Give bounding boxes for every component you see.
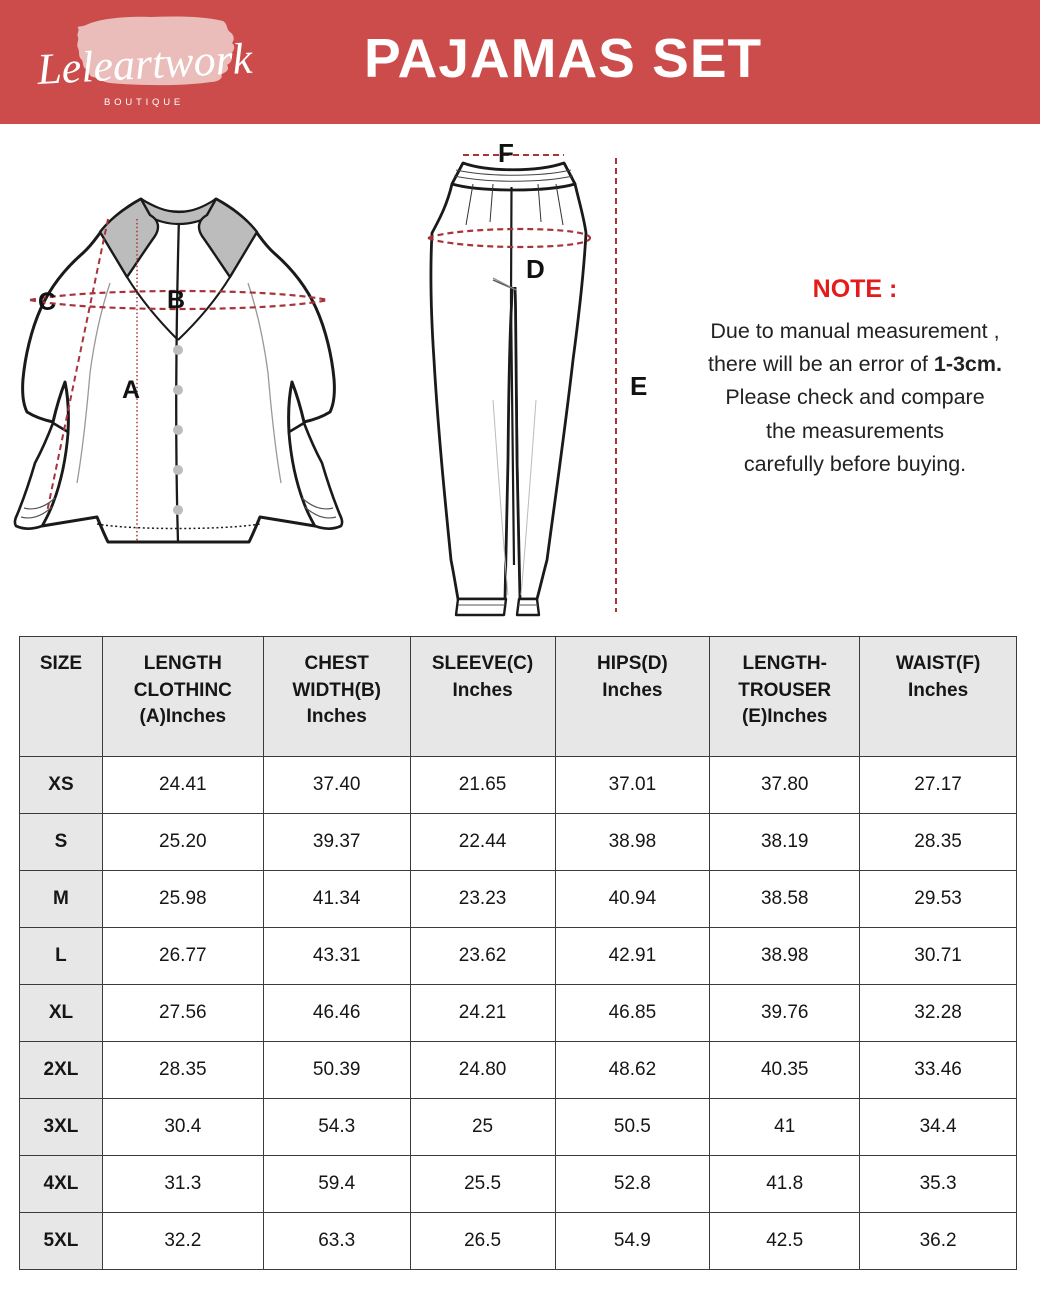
svg-text:B: B (167, 286, 185, 314)
svg-text:D: D (526, 254, 545, 284)
svg-text:BOUTIQUE: BOUTIQUE (104, 97, 184, 108)
svg-text:E: E (630, 371, 647, 401)
svg-text:F: F (498, 140, 514, 168)
svg-text:A: A (122, 376, 140, 404)
svg-text:C: C (38, 288, 56, 316)
svg-text:Leleartwork: Leleartwork (35, 34, 255, 94)
